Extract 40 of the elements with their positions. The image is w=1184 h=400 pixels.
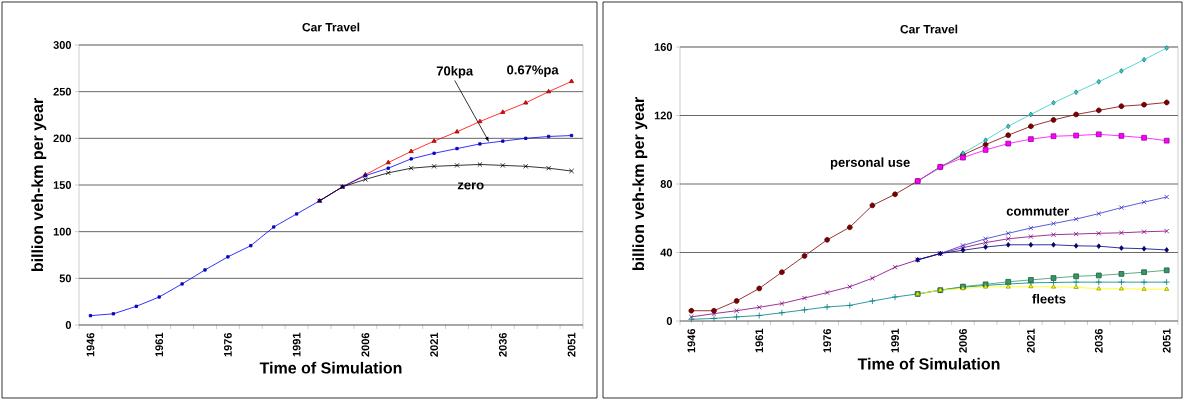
x-tick-label: 1946 — [86, 332, 95, 357]
y-tick-label: 100 — [53, 227, 72, 236]
y-tick-label: 80 — [660, 180, 673, 188]
y-tick-label: 0 — [65, 321, 72, 329]
y-tick-label: 40 — [660, 248, 673, 257]
x-tick-label: 1976 — [823, 328, 832, 353]
y-tick-label: 150 — [53, 181, 72, 189]
x-tick-label: 1991 — [891, 328, 899, 353]
x-tick-label: 2021 — [1026, 328, 1035, 353]
x-tick-label: 2051 — [567, 332, 576, 357]
x-tick-label: 1976 — [224, 332, 232, 357]
x-tick-label: 1961 — [755, 328, 764, 353]
x-axis-title: Time of Simulation — [259, 361, 402, 374]
x-axis-title: Time of Simulation — [857, 357, 1000, 370]
text: 70kpa — [436, 66, 474, 79]
y-tick-label: 160 — [654, 43, 673, 51]
y-tick-label: 0 — [666, 317, 673, 325]
y-axis-title: billion veh-km per year — [31, 98, 47, 272]
annotation: personal use — [830, 157, 910, 170]
x-tick-label: 2006 — [959, 328, 967, 353]
x-tick-label: 2006 — [361, 332, 370, 357]
y-tick-label: 300 — [53, 41, 72, 49]
y-axis-title: billion veh-km per year — [632, 97, 648, 271]
annotation: fleets — [1032, 293, 1066, 304]
x-tick-label: 1946 — [687, 328, 696, 353]
x-tick-label: 2051 — [1162, 328, 1171, 353]
y-tick-label: 120 — [654, 111, 673, 120]
annotation: commuter — [1006, 207, 1069, 216]
chart-title: Car Travel — [302, 22, 360, 32]
x-tick-label: 2021 — [430, 332, 438, 357]
series-label: zero — [457, 182, 484, 190]
y-tick-label: 200 — [53, 134, 72, 143]
y-tick-label: 50 — [59, 274, 72, 283]
y-tick-label: 250 — [53, 87, 72, 96]
chart-title: Car Travel — [900, 24, 958, 34]
x-tick-label: 1961 — [155, 332, 164, 357]
x-tick-label: 1991 — [292, 332, 301, 357]
x-tick-label: 2036 — [498, 332, 507, 357]
x-tick-label: 2036 — [1094, 328, 1103, 353]
series-label: 0.67%pa — [507, 65, 559, 78]
